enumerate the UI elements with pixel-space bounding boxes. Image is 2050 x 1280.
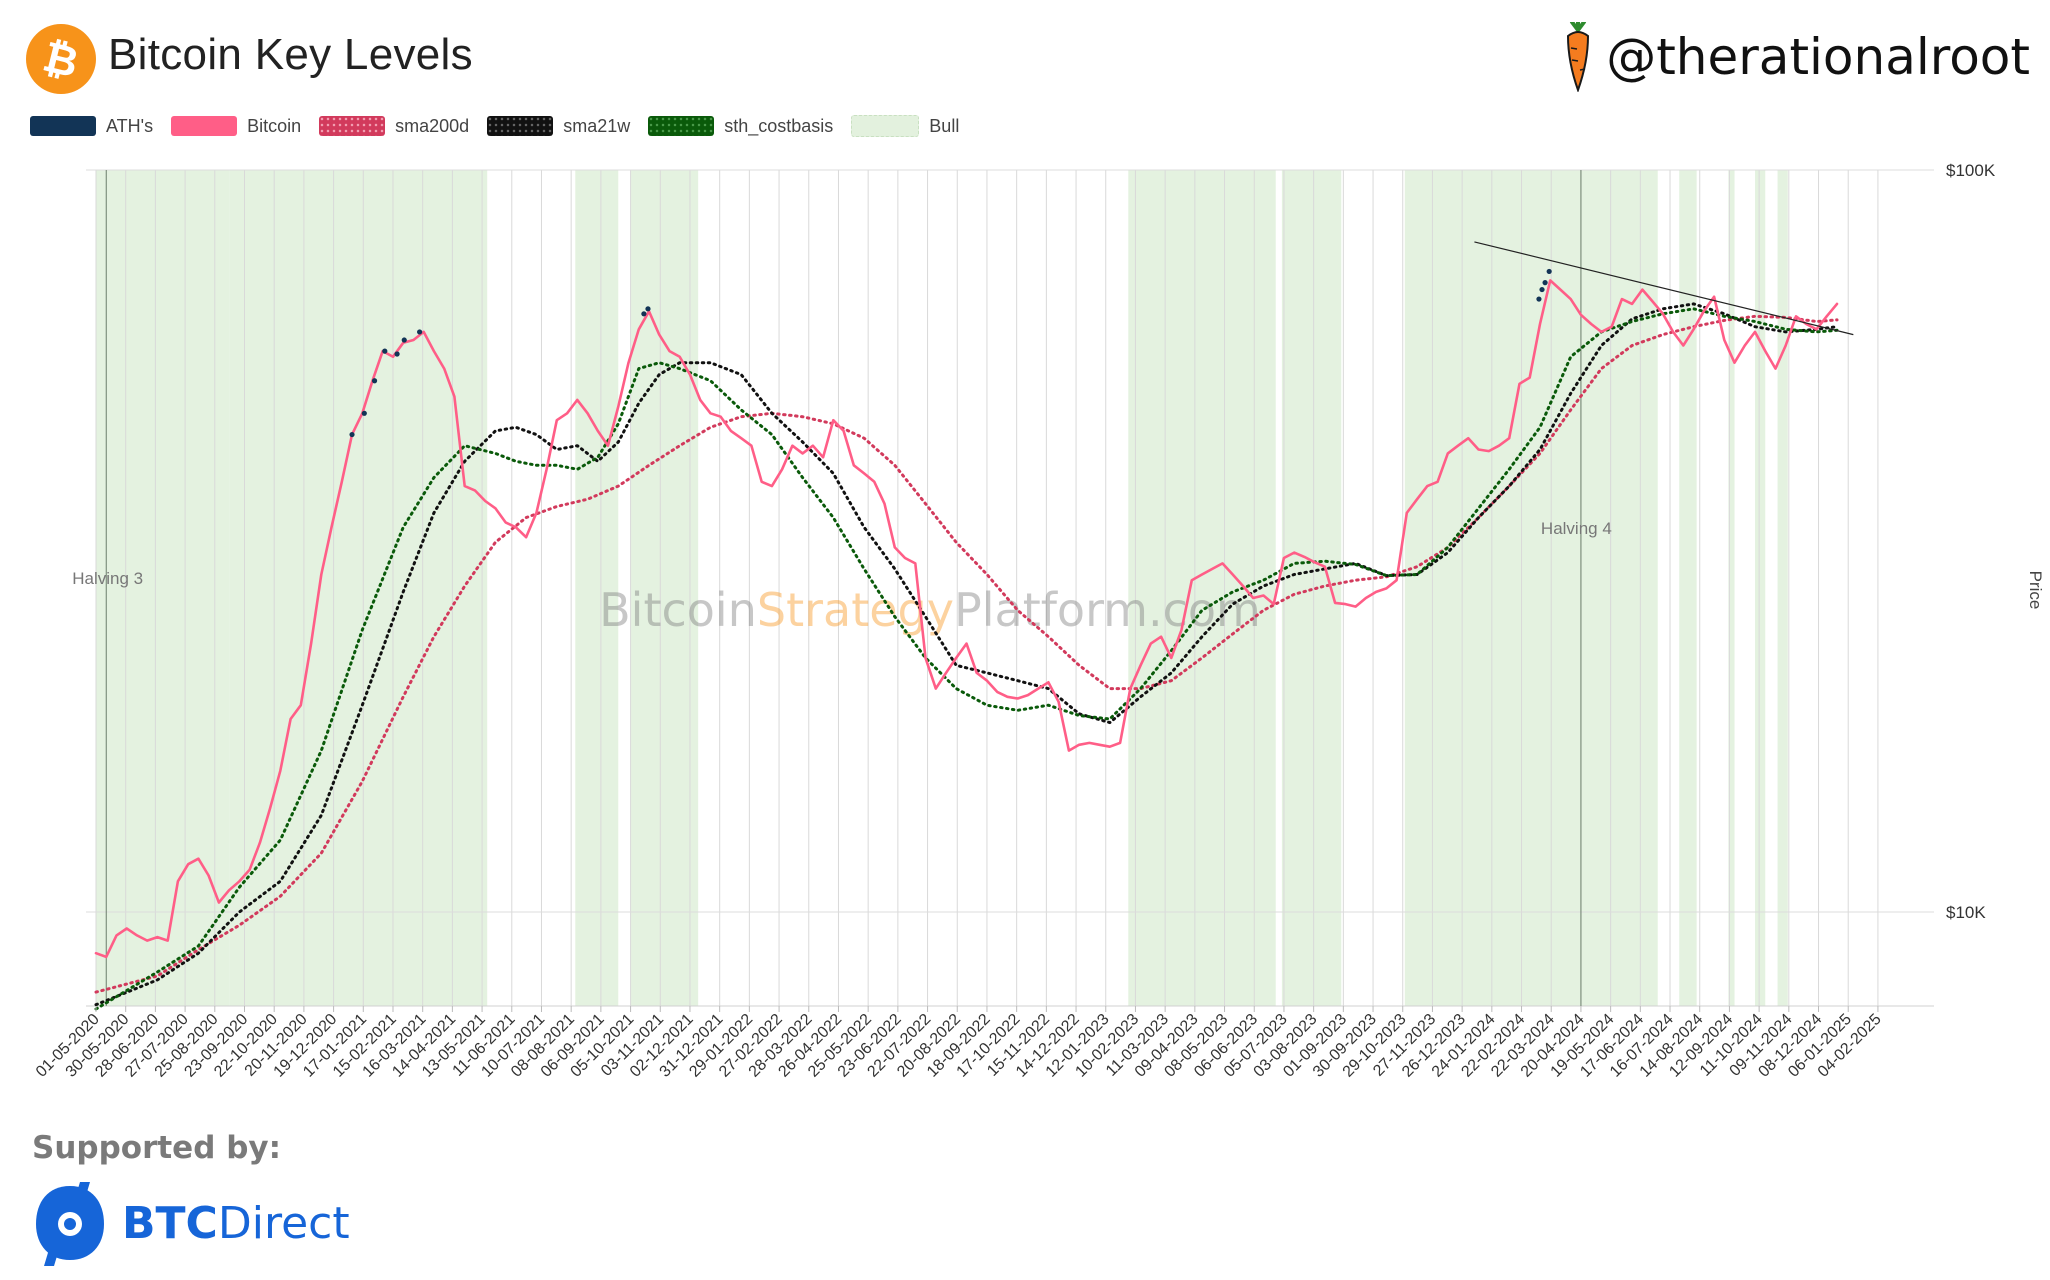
chart-legend: ATH's Bitcoin sma200d sma21w sth_costbas… [30,112,977,140]
halving-label: Halving 3 [72,569,143,588]
bull-band [1679,170,1697,1006]
bull-band [1777,170,1788,1006]
ath-point [382,348,388,354]
x-axis-ticks: 01-05-202030-05-202028-06-202027-07-2020… [33,1006,1885,1081]
ath-point [371,378,378,384]
watermark: BitcoinStrategyPlatform.com [599,583,1261,637]
series-sma200d [94,314,1839,994]
legend-item-bull[interactable]: Bull [851,115,959,137]
legend-item-sth-costbasis[interactable]: sth_costbasis [648,116,833,137]
ath-markers [349,268,1552,438]
legend-item-bitcoin[interactable]: Bitcoin [171,116,301,137]
bull-band [1404,170,1658,1006]
legend-swatch [30,116,96,136]
ath-point [417,329,423,335]
btcdirect-logo-icon [36,1182,104,1266]
bull-band [575,170,619,1006]
ath-point [1536,296,1542,302]
sponsor-name: BTCDirect [122,1197,350,1249]
ath-point [1546,268,1552,275]
carrot-icon [1567,22,1590,92]
legend-label: sth_costbasis [724,115,834,136]
header: ₿ Bitcoin Key Levels @therationalroot [0,0,2050,110]
ath-point [1542,280,1548,286]
ath-point [641,311,647,317]
legend-swatch [851,115,920,137]
halving-annotations: Halving 3 Halving 4 [72,170,1612,1006]
legend-swatch [171,116,238,136]
bull-band [1128,170,1276,1006]
price-chart: BitcoinStrategyPlatform.com Halving 3Hal… [33,161,2045,1081]
sponsor-btcdirect[interactable]: BTCDirect [30,1180,350,1266]
bull-band [630,170,699,1006]
legend-item-sma21w[interactable]: sma21w [487,116,630,137]
legend-label: Bitcoin [247,115,302,136]
legend-label: Bull [929,115,960,136]
series-sth-costbasis [94,307,1839,1011]
bull-band [229,170,488,1006]
y-axis-ticks: $10K $100K [1946,161,1996,922]
series-sma21w [94,302,1839,1007]
y-tick-label: $100K [1946,161,1996,180]
legend-swatch [319,116,386,136]
y-tick-label: $10K [1946,903,1986,922]
trendline [1474,241,1854,336]
halving-label: Halving 4 [1541,519,1612,538]
bull-band [96,170,230,1006]
legend-item-ath[interactable]: ATH's [30,116,153,137]
author-handle: @therationalroot [1558,22,2030,92]
legend-swatch [487,116,554,136]
page-title: Bitcoin Key Levels [108,30,473,79]
bull-band [1281,170,1342,1006]
y-axis-label: Price [2026,571,2045,610]
ath-point [645,306,651,312]
ath-point [1539,286,1545,293]
ath-point [394,351,400,357]
ath-point [349,431,355,438]
grid [86,169,1934,1006]
legend-label: sma21w [563,115,631,136]
legend-label: sma200d [395,115,470,136]
ath-point [361,410,367,416]
supported-by-label: Supported by: [32,1130,281,1166]
trendline-group [1474,241,1854,336]
legend-item-sma200d[interactable]: sma200d [319,116,469,137]
bull-band [1728,170,1735,1006]
legend-swatch [648,116,715,136]
bull-bands [96,170,1788,1006]
bitcoin-logo-icon: ₿ [26,24,96,94]
legend-label: ATH's [106,115,154,136]
ath-point [401,337,407,343]
bull-band [1755,170,1766,1006]
handle-text: @therationalroot [1606,28,2030,86]
